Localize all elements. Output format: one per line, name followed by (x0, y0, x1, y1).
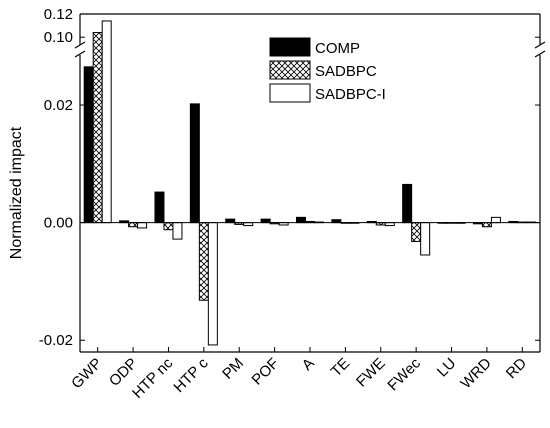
bar-comp-fwec (402, 183, 413, 224)
legend-label-comp: COMP (315, 40, 360, 57)
legend-swatch-sadbpc-i (269, 83, 311, 103)
y-axis-label: Normalized impact (8, 126, 25, 259)
bar-sadbpc-i-gwp (101, 20, 112, 224)
bar-sadbpc-i-wrd (490, 216, 501, 224)
x-tick-label-pof: POF (249, 355, 283, 389)
x-tick-label-wrd: WRD (457, 355, 494, 392)
axis-break-mark (74, 50, 86, 58)
bar-sadbpc-htp-c (198, 222, 209, 301)
y-tick-label: 0.10 (44, 29, 73, 46)
legend: COMP SADBPC SADBPC-I (269, 37, 386, 103)
bar-comp-pof (260, 218, 271, 224)
y-tick-label: 0.02 (44, 97, 73, 114)
y-tick-label: 0.12 (44, 6, 73, 23)
bar-sadbpc-i-odp (137, 222, 148, 229)
legend-swatch-comp (269, 37, 311, 57)
bar-sadbpc-htp-nc (163, 222, 174, 231)
bar-comp-gwp (83, 66, 94, 224)
bar-sadbpc-fwec (411, 222, 422, 242)
bar-sadbpc-i-htp-nc (172, 222, 183, 240)
x-tick-label-pm: PM (219, 355, 247, 383)
legend-label-sadbpc-i: SADBPC-I (315, 86, 386, 103)
bar-comp-a (296, 216, 306, 224)
x-tick-label-rd: RD (503, 355, 530, 382)
bar-sadbpc-wrd (481, 222, 492, 228)
legend-label-sadbpc: SADBPC (315, 63, 377, 80)
bar-sadbpc-i-fwec (420, 222, 431, 256)
x-tick-label-te: TE (328, 355, 354, 381)
bar-comp-pm (225, 218, 236, 224)
legend-swatch-sadbpc (269, 60, 311, 80)
axis-break-mark (74, 41, 86, 49)
x-tick-label-gwp: GWP (68, 355, 105, 392)
x-tick-label-htp-nc: HTP nc (129, 354, 177, 402)
axis-break-mark (534, 50, 546, 58)
x-tick-label-lu: LU (434, 355, 460, 381)
x-tick-label-fwec: FWec (384, 354, 424, 394)
bar-sadbpc-i-htp-c (207, 222, 218, 346)
y-tick-label: -0.02 (39, 332, 73, 349)
bar-sadbpc-odp (128, 222, 139, 228)
x-tick-label-htp-c: HTP c (170, 354, 212, 396)
bar-comp-htp-c (189, 103, 200, 224)
y-tick-label: 0.00 (44, 215, 73, 232)
x-tick-label-a: A (299, 355, 318, 374)
axis-break-mark (534, 41, 546, 49)
bar-sadbpc-gwp (92, 32, 103, 224)
x-tick-label-fwe: FWE (353, 355, 389, 391)
bar-comp-htp-nc (154, 191, 165, 224)
